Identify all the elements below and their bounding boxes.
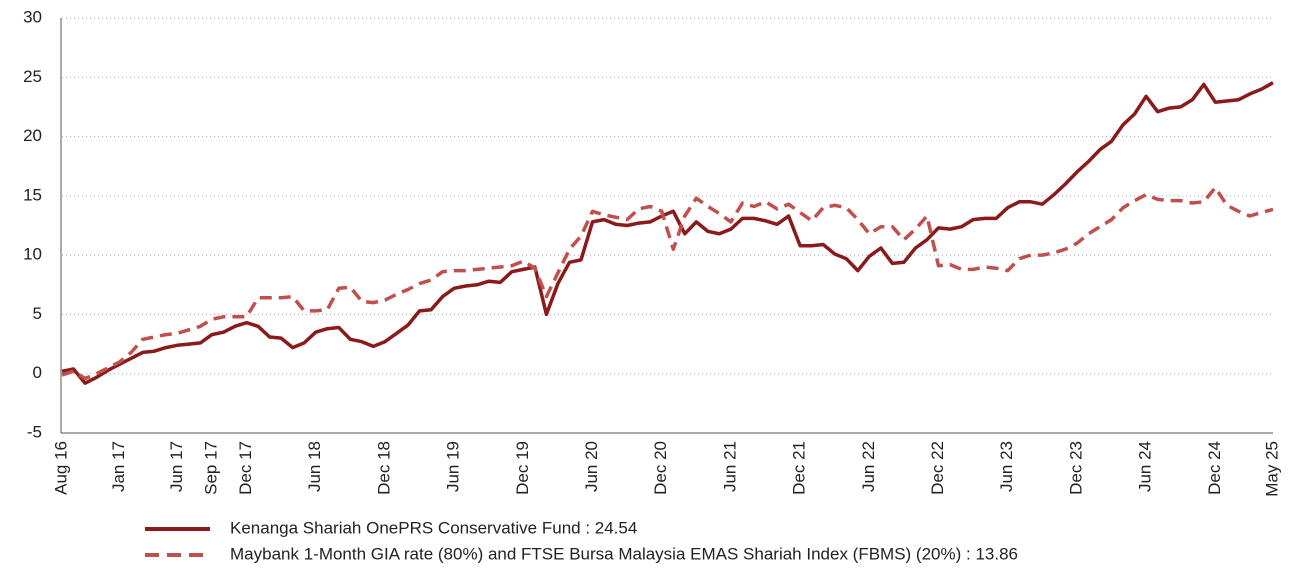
- x-tick-label: Jun 23: [997, 441, 1016, 492]
- y-tick-label: 30: [23, 7, 42, 26]
- y-tick-label: 0: [33, 363, 42, 382]
- x-tick-label: Dec 23: [1066, 441, 1085, 495]
- y-tick-label: 15: [23, 185, 42, 204]
- x-tick-label: Jun 19: [444, 441, 463, 492]
- x-tick-label: Dec 18: [374, 441, 393, 495]
- x-tick-label: Jun 22: [859, 441, 878, 492]
- x-tick-label: Jun 20: [582, 441, 601, 492]
- legend-label: Kenanga Shariah OnePRS Conservative Fund…: [230, 518, 637, 537]
- x-tick-label: Dec 21: [790, 441, 809, 495]
- y-tick-label: -5: [27, 422, 42, 441]
- y-tick-label: 5: [33, 304, 42, 323]
- x-tick-label: Dec 24: [1205, 441, 1224, 495]
- x-tick-label: Jun 17: [167, 441, 186, 492]
- x-tick-label: Dec 19: [513, 441, 532, 495]
- x-tick-label: Dec 20: [651, 441, 670, 495]
- x-tick-label: Aug 16: [51, 441, 70, 495]
- y-tick-label: 25: [23, 67, 42, 86]
- x-tick-label: May 25: [1262, 441, 1281, 497]
- series-line: [61, 185, 1274, 381]
- x-tick-label: Jan 17: [109, 441, 128, 492]
- x-tick-label: Sep 17: [201, 441, 220, 495]
- series-line: [61, 81, 1274, 385]
- y-tick-label: 10: [23, 245, 42, 264]
- x-tick-label: Jun 24: [1136, 441, 1155, 492]
- y-tick-label: 20: [23, 126, 42, 145]
- x-tick-label: Jun 18: [305, 441, 324, 492]
- x-tick-label: Dec 17: [236, 441, 255, 495]
- legend-label: Maybank 1-Month GIA rate (80%) and FTSE …: [230, 544, 1018, 563]
- x-tick-label: Dec 22: [928, 441, 947, 495]
- x-tick-label: Jun 21: [720, 441, 739, 492]
